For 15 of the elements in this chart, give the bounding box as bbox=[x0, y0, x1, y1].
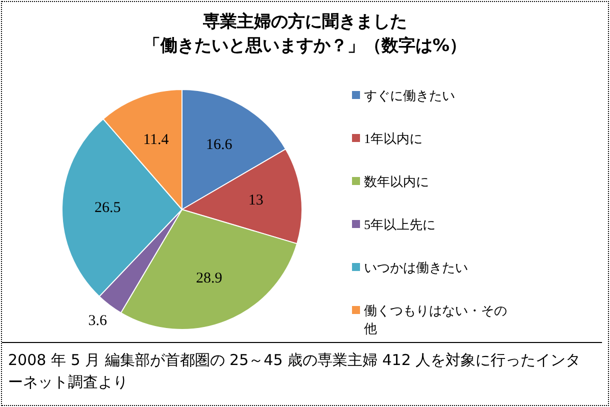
legend-label: 数年以内に bbox=[364, 173, 429, 191]
legend-label: 働くつもりはない・その他 bbox=[364, 302, 508, 338]
legend-label: すぐに働きたい bbox=[364, 87, 455, 105]
legend-label: 5年以上先に bbox=[364, 216, 436, 234]
data-label: 26.5 bbox=[94, 200, 121, 216]
legend-label: 1年以内に bbox=[364, 130, 422, 148]
data-label: 13 bbox=[248, 192, 264, 209]
data-label: 11.4 bbox=[143, 132, 170, 148]
legend-label: いつかは働きたい bbox=[364, 259, 468, 277]
data-label: 16.6 bbox=[206, 136, 233, 153]
text: 2008 年 5 月 編集部が首都圏の 25～45 歳の専業主婦 412 人を対象に行ったインターネット調査より bbox=[8, 350, 582, 393]
chart-subtitle: 「働きたいと思いますか？」（数字は%） bbox=[142, 35, 468, 58]
data-label: 3.6 bbox=[88, 313, 108, 330]
chart-title: 専業主婦の方に聞きました bbox=[202, 11, 408, 34]
data-label: 28.9 bbox=[196, 270, 222, 287]
